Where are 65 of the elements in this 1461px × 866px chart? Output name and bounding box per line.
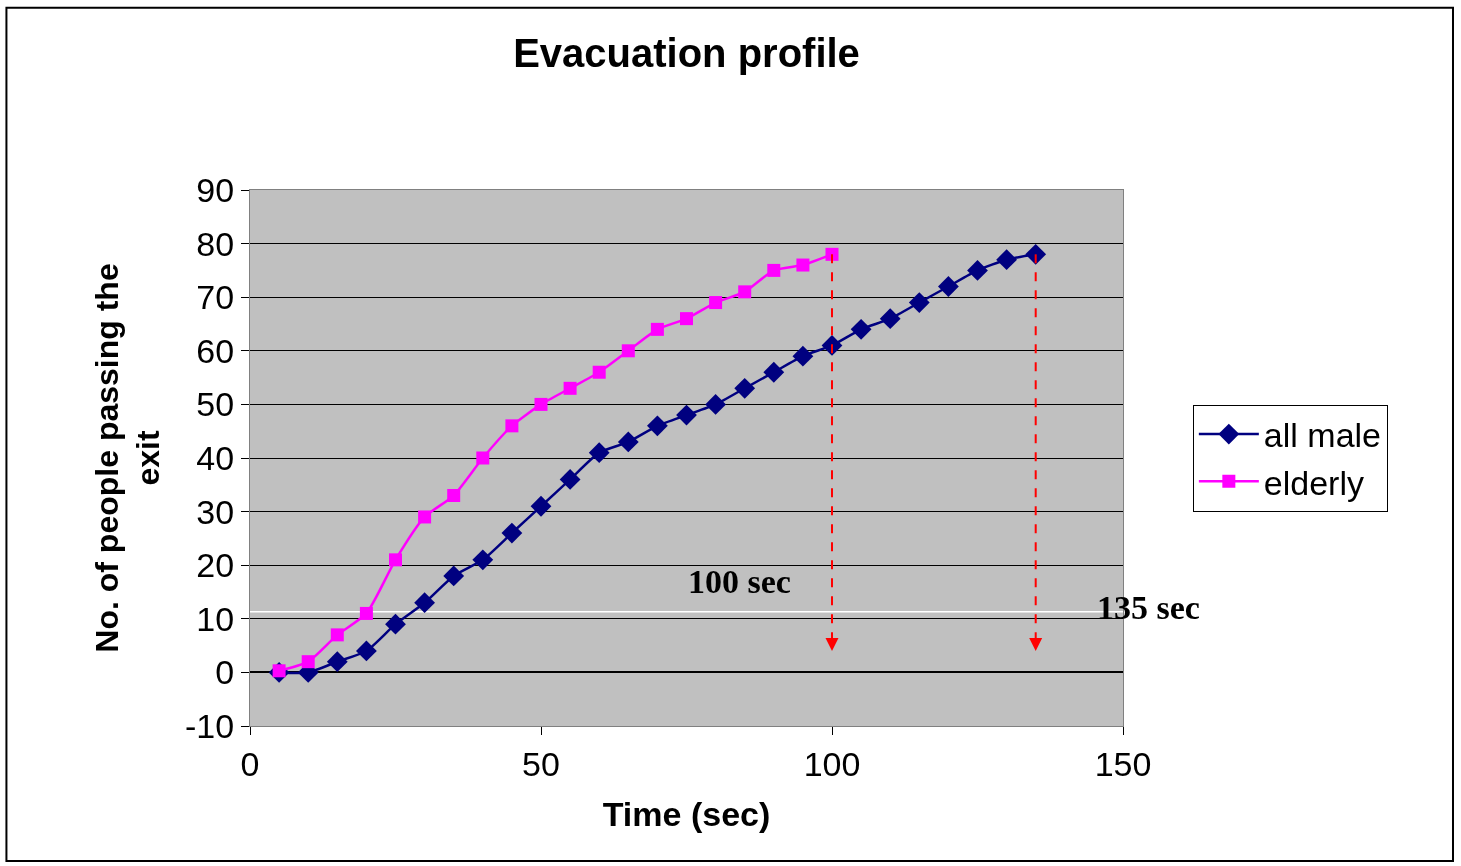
point <box>472 549 494 571</box>
x-tick-label: 0 <box>240 744 260 783</box>
point <box>792 345 814 367</box>
point <box>825 247 839 261</box>
point <box>530 495 552 517</box>
point <box>1025 243 1047 265</box>
point <box>650 322 664 336</box>
point <box>676 404 697 426</box>
y-tick-label: -10 <box>185 706 235 745</box>
y-tick-label: 0 <box>215 653 235 692</box>
point <box>763 361 785 383</box>
point <box>705 394 726 415</box>
legend-label: elderly <box>1263 463 1365 502</box>
x-tick-label: 100 <box>803 744 861 783</box>
point <box>796 258 810 272</box>
point <box>447 489 461 503</box>
point <box>559 469 581 490</box>
y-tick-label: 70 <box>196 278 235 317</box>
point <box>908 292 930 313</box>
y-tick-label: 20 <box>196 546 235 585</box>
legend-label: all male <box>1263 416 1382 455</box>
point <box>501 522 523 544</box>
point <box>534 397 548 411</box>
point <box>680 312 693 326</box>
annotation: 100 sec <box>688 563 791 600</box>
point <box>414 592 435 614</box>
point <box>356 640 377 662</box>
point <box>621 344 635 358</box>
point <box>301 655 315 669</box>
y-tick-label: 80 <box>196 224 235 263</box>
y-tick-label: 10 <box>196 599 235 638</box>
x-tick-label: 150 <box>1094 744 1152 783</box>
point <box>617 431 639 453</box>
point <box>967 260 988 281</box>
point <box>588 442 610 464</box>
y-axis-title: No. of people passing the exit <box>88 263 167 653</box>
point <box>738 285 752 299</box>
y-tick-label: 30 <box>196 492 235 531</box>
point <box>592 365 606 379</box>
point <box>563 381 577 395</box>
point <box>476 451 490 465</box>
y-tick-label: 60 <box>196 331 235 370</box>
y-tick-label: 40 <box>196 438 235 477</box>
point <box>330 628 344 642</box>
y-tick-label: 90 <box>196 170 235 209</box>
point <box>996 249 1017 271</box>
point <box>938 276 959 297</box>
point <box>709 296 723 310</box>
point <box>647 415 668 437</box>
point <box>418 510 432 524</box>
point <box>443 565 465 587</box>
x-tick-label: 50 <box>522 744 560 783</box>
point <box>385 613 406 635</box>
y-tick-label: 50 <box>196 385 235 424</box>
point <box>389 553 402 567</box>
point <box>767 263 781 277</box>
point <box>326 651 348 673</box>
x-axis-title: Time (sec) <box>602 795 771 834</box>
chart-title: Evacuation profile <box>513 30 860 75</box>
annotation: 135 sec <box>1097 589 1200 626</box>
point <box>734 377 756 399</box>
point <box>505 419 519 433</box>
point <box>879 308 901 330</box>
point <box>359 606 373 620</box>
point <box>850 318 872 340</box>
